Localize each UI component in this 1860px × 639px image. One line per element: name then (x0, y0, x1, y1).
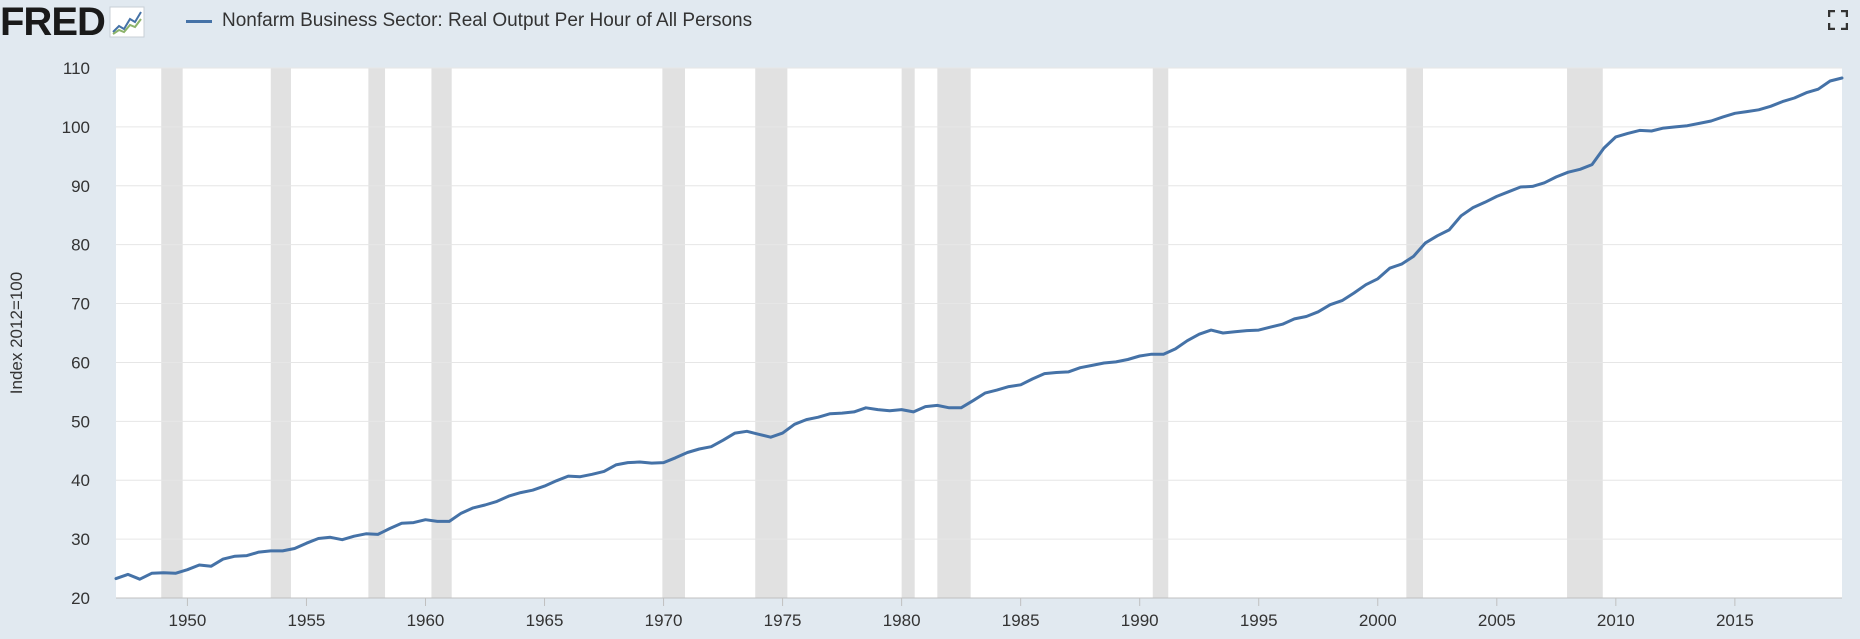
y-tick-label: 90 (71, 177, 90, 196)
x-tick-label: 2015 (1716, 611, 1754, 630)
y-tick-label: 50 (71, 412, 90, 431)
y-tick-label: 20 (71, 589, 90, 608)
series-lines (114, 76, 1844, 581)
recession-band (270, 68, 291, 598)
x-tick-label: 1950 (169, 611, 207, 630)
recession-band (368, 68, 386, 598)
chart-header: FRED Nonfarm Business Sector: Real Outpu… (0, 0, 1860, 48)
x-tick-label: 1990 (1121, 611, 1159, 630)
recession-band (1406, 68, 1423, 598)
x-tick-label: 1960 (407, 611, 445, 630)
recession-band (161, 68, 183, 598)
y-axis-label: Index 2012=100 (7, 272, 26, 394)
x-tick-label: 1985 (1002, 611, 1040, 630)
recession-band (755, 68, 788, 598)
legend-series-label: Nonfarm Business Sector: Real Output Per… (222, 10, 753, 31)
x-tick-label: 1965 (526, 611, 564, 630)
chart-legend: Nonfarm Business Sector: Real Output Per… (186, 8, 752, 34)
plot-area (116, 68, 1842, 598)
recession-band (901, 68, 915, 598)
legend-series-swatch (186, 19, 212, 23)
recession-band (662, 68, 685, 598)
recession-band (431, 68, 452, 598)
x-tick-label: 2010 (1597, 611, 1635, 630)
fullscreen-icon[interactable] (1827, 9, 1849, 31)
fullscreen-icon-glyph (1827, 9, 1849, 31)
y-tick-label: 70 (71, 295, 90, 314)
y-axis: 20 30 40 50 60 70 80 90 100 110 (62, 59, 90, 608)
x-tick-label: 2005 (1478, 611, 1516, 630)
y-tick-label: 100 (62, 118, 90, 137)
recession-band (937, 68, 971, 598)
fred-logo-graph-icon (109, 6, 145, 38)
fred-logo[interactable]: FRED (0, 2, 145, 42)
series-line (114, 76, 1844, 581)
x-tick-label: 1970 (645, 611, 683, 630)
x-tick-label: 1975 (764, 611, 802, 630)
x-axis: 1950 1955 1960 1965 1970 1975 1980 1985 1990 1995… (116, 597, 1842, 630)
recession-bands (161, 68, 1603, 598)
y-tick-label: 80 (71, 236, 90, 255)
x-tick-label: 1995 (1240, 611, 1278, 630)
recession-band (1152, 68, 1169, 598)
grid-lines (116, 67, 1842, 540)
fred-logo-text: FRED (0, 0, 106, 44)
x-tick-label: 1980 (883, 611, 921, 630)
x-tick-label: 2000 (1359, 611, 1397, 630)
y-tick-label: 110 (63, 59, 90, 78)
recession-band (1567, 68, 1603, 598)
y-tick-label: 60 (71, 353, 90, 372)
x-tick-label: 1955 (288, 611, 326, 630)
y-tick-label: 40 (71, 471, 90, 490)
y-tick-label: 30 (71, 530, 90, 549)
